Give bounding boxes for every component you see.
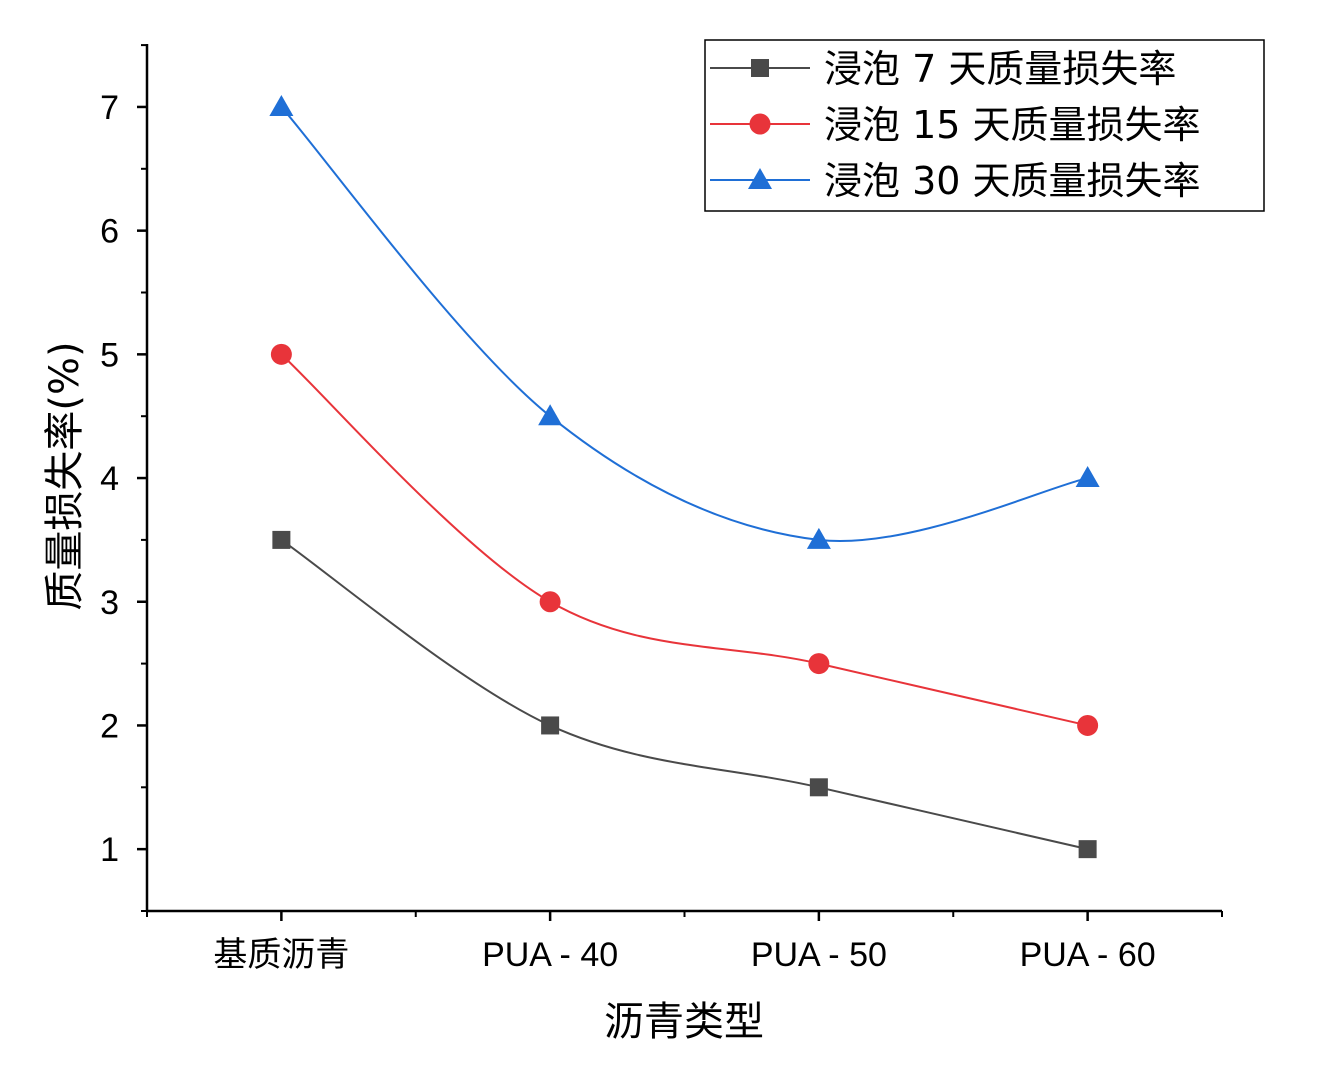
y-tick-label: 6 — [100, 213, 119, 251]
legend-marker — [751, 59, 769, 77]
data-point — [806, 527, 831, 549]
y-ticks: 1 2 3 4 5 6 7 — [100, 44, 147, 912]
legend-marker — [749, 113, 771, 135]
x-tick-label: PUA - 40 — [482, 936, 618, 974]
data-point — [1075, 466, 1100, 488]
legend-label: 浸泡 15 天质量损失率 — [824, 103, 1201, 147]
series-layer — [269, 94, 1100, 859]
series-group — [272, 530, 1097, 859]
y-axis-title: 质量损失率(%) — [42, 341, 88, 610]
y-tick-label: 3 — [100, 584, 119, 622]
legend-marker — [748, 168, 772, 189]
y-tick-label: 2 — [100, 707, 119, 745]
data-point — [1078, 840, 1097, 859]
y-tick-label: 1 — [100, 831, 119, 869]
data-point — [808, 653, 830, 675]
legend-label: 浸泡 30 天质量损失率 — [824, 159, 1201, 203]
y-tick-label: 5 — [100, 336, 119, 374]
data-point — [269, 94, 294, 116]
legend-label: 浸泡 7 天质量损失率 — [824, 47, 1176, 91]
x-axis-title: 沥青类型 — [604, 999, 764, 1045]
series-line — [280, 539, 1088, 851]
series-line — [280, 106, 1088, 542]
data-point — [539, 591, 561, 613]
data-point — [541, 716, 560, 735]
x-tick-label: PUA - 60 — [1020, 936, 1156, 974]
data-point — [809, 778, 828, 797]
series-line — [280, 353, 1088, 727]
x-tick-label: PUA - 50 — [751, 936, 887, 974]
y-tick-label: 4 — [100, 460, 119, 498]
series-group — [269, 94, 1100, 549]
data-point — [270, 343, 292, 365]
y-tick-label: 7 — [100, 89, 119, 127]
x-tick-label: 基质沥青 — [213, 936, 349, 974]
series-group — [270, 343, 1099, 736]
data-point — [272, 530, 291, 549]
data-point — [1077, 714, 1099, 736]
data-point — [538, 404, 563, 426]
x-ticks: 基质沥青 PUA - 40 PUA - 50 PUA - 60 — [146, 911, 1223, 974]
